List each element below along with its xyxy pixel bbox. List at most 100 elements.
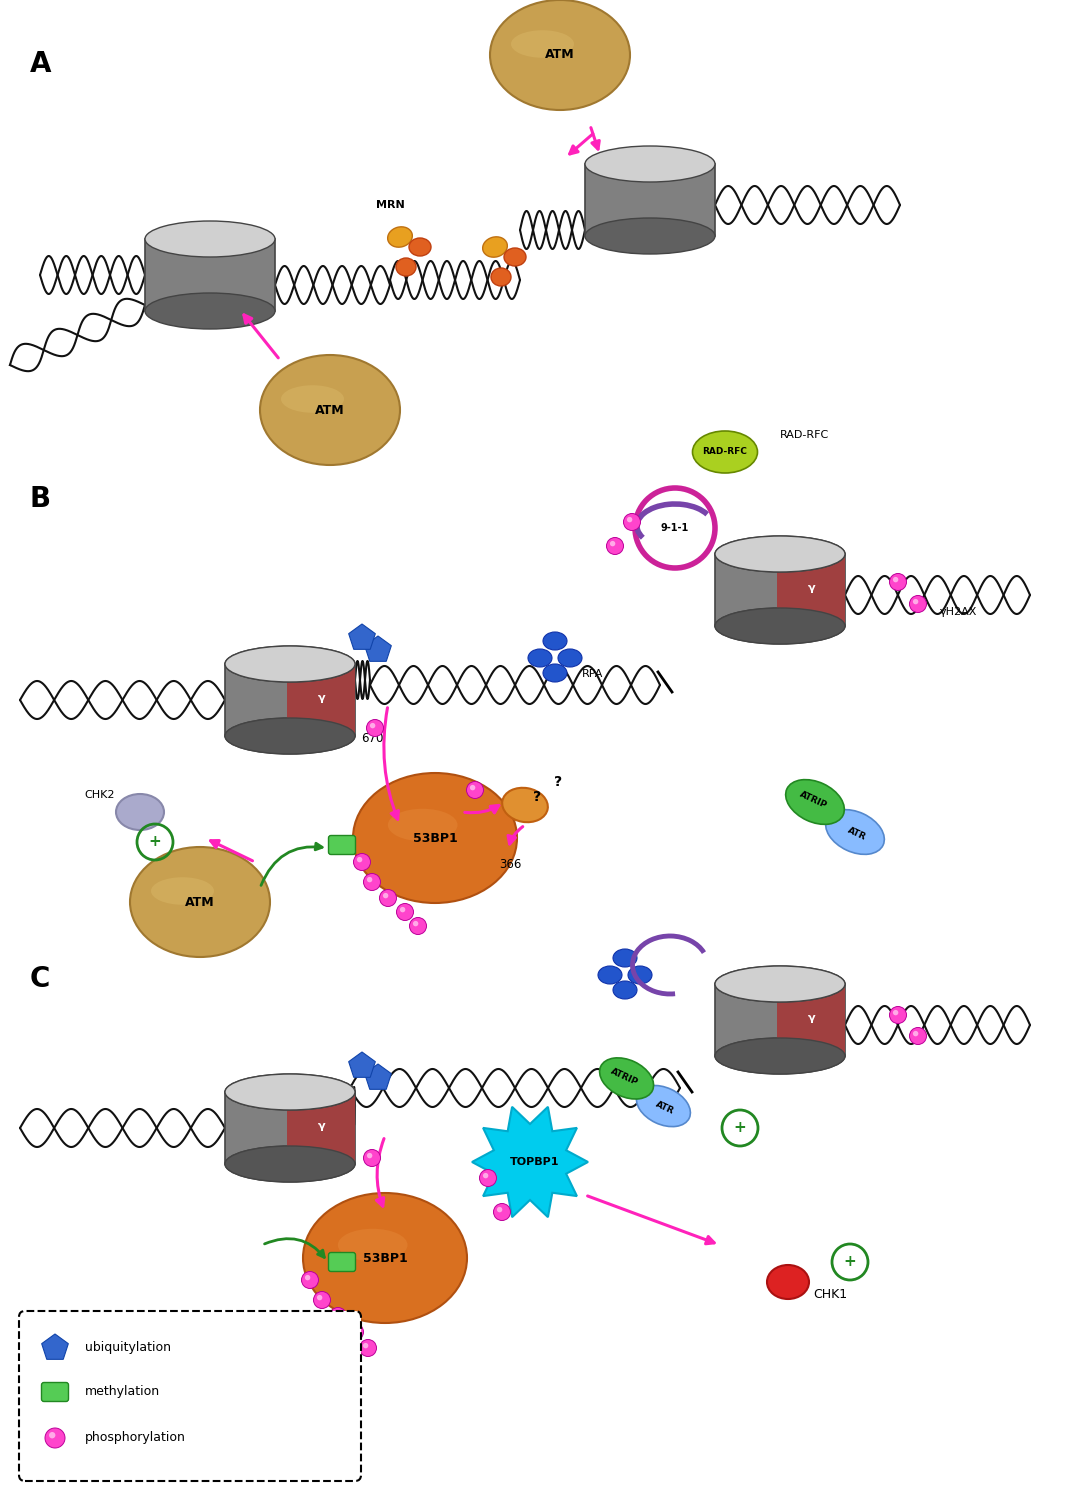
Polygon shape <box>472 1107 588 1216</box>
Ellipse shape <box>482 237 507 256</box>
FancyBboxPatch shape <box>286 1092 355 1164</box>
Circle shape <box>329 1308 346 1324</box>
Text: ubiquitylation: ubiquitylation <box>85 1341 171 1354</box>
Ellipse shape <box>585 146 715 182</box>
Ellipse shape <box>491 268 511 286</box>
Text: +: + <box>843 1254 856 1269</box>
Polygon shape <box>364 636 391 662</box>
Ellipse shape <box>715 608 845 644</box>
Text: γH2AX: γH2AX <box>940 608 978 616</box>
Circle shape <box>623 513 640 531</box>
Text: CHK2: CHK2 <box>85 790 115 800</box>
Text: 53BP1: 53BP1 <box>412 831 457 844</box>
Text: +: + <box>149 834 162 849</box>
Ellipse shape <box>692 430 757 472</box>
Circle shape <box>482 1173 489 1179</box>
Polygon shape <box>364 1064 391 1089</box>
Ellipse shape <box>225 1074 355 1110</box>
Circle shape <box>413 921 419 927</box>
Ellipse shape <box>543 664 567 682</box>
Text: ATM: ATM <box>185 896 215 909</box>
Circle shape <box>49 1432 55 1438</box>
FancyBboxPatch shape <box>225 664 355 736</box>
Ellipse shape <box>151 878 214 904</box>
FancyBboxPatch shape <box>42 1383 68 1401</box>
Text: ATR: ATR <box>847 827 868 842</box>
Text: RAD-RFC: RAD-RFC <box>780 430 830 439</box>
Text: C: C <box>30 964 50 993</box>
Ellipse shape <box>715 1038 845 1074</box>
Text: 366: 366 <box>498 858 521 871</box>
Circle shape <box>639 492 711 564</box>
Ellipse shape <box>116 794 164 830</box>
Ellipse shape <box>225 1146 355 1182</box>
Circle shape <box>45 1428 65 1448</box>
Ellipse shape <box>145 292 275 328</box>
Text: TOPBP1: TOPBP1 <box>510 1156 560 1167</box>
Ellipse shape <box>388 808 458 842</box>
Text: A: A <box>30 50 51 78</box>
Text: ATM: ATM <box>545 48 575 62</box>
Circle shape <box>383 892 389 898</box>
Ellipse shape <box>613 950 637 968</box>
Text: CHK1: CHK1 <box>813 1288 847 1302</box>
Circle shape <box>610 542 616 546</box>
Text: ATM: ATM <box>315 404 345 417</box>
Ellipse shape <box>600 1058 654 1100</box>
Circle shape <box>399 908 406 912</box>
Ellipse shape <box>281 386 344 412</box>
Text: γ: γ <box>808 584 816 592</box>
FancyBboxPatch shape <box>328 1252 356 1272</box>
Ellipse shape <box>715 536 845 572</box>
Ellipse shape <box>409 238 431 256</box>
Circle shape <box>363 1149 380 1167</box>
Circle shape <box>889 1007 906 1023</box>
Ellipse shape <box>613 981 637 999</box>
Text: ATR: ATR <box>655 1100 676 1116</box>
Polygon shape <box>348 1052 375 1077</box>
Circle shape <box>889 573 906 591</box>
Circle shape <box>366 720 383 736</box>
Circle shape <box>606 537 623 555</box>
Circle shape <box>910 1028 927 1044</box>
Ellipse shape <box>130 847 271 957</box>
Ellipse shape <box>767 1264 809 1299</box>
Circle shape <box>346 1323 363 1341</box>
Text: γ: γ <box>318 1120 326 1131</box>
Ellipse shape <box>225 646 355 682</box>
Text: ?: ? <box>532 790 541 804</box>
Text: phosphorylation: phosphorylation <box>85 1431 186 1444</box>
Text: MRN: MRN <box>376 200 405 210</box>
Ellipse shape <box>715 1038 845 1074</box>
Circle shape <box>357 856 362 862</box>
Ellipse shape <box>715 536 845 572</box>
Circle shape <box>396 903 413 921</box>
Polygon shape <box>348 624 375 650</box>
Ellipse shape <box>145 220 275 256</box>
Ellipse shape <box>558 650 581 668</box>
Ellipse shape <box>511 30 574 58</box>
FancyBboxPatch shape <box>145 238 275 310</box>
Ellipse shape <box>225 646 355 682</box>
FancyBboxPatch shape <box>776 984 845 1056</box>
FancyBboxPatch shape <box>286 664 355 736</box>
FancyBboxPatch shape <box>776 554 845 626</box>
Text: ATRIP: ATRIP <box>798 789 829 810</box>
Circle shape <box>892 578 899 582</box>
Circle shape <box>479 1170 496 1186</box>
Ellipse shape <box>637 1086 690 1126</box>
Circle shape <box>301 1272 318 1288</box>
FancyBboxPatch shape <box>585 164 715 236</box>
Ellipse shape <box>786 780 845 825</box>
Text: 670: 670 <box>361 732 383 744</box>
FancyBboxPatch shape <box>715 984 845 1056</box>
FancyBboxPatch shape <box>715 554 845 626</box>
Circle shape <box>497 1208 503 1212</box>
FancyBboxPatch shape <box>19 1311 361 1480</box>
Ellipse shape <box>715 608 845 644</box>
Ellipse shape <box>585 217 715 254</box>
Ellipse shape <box>304 1192 466 1323</box>
Text: ATRIP: ATRIP <box>609 1066 640 1088</box>
Ellipse shape <box>715 966 845 1002</box>
Circle shape <box>367 1154 373 1158</box>
